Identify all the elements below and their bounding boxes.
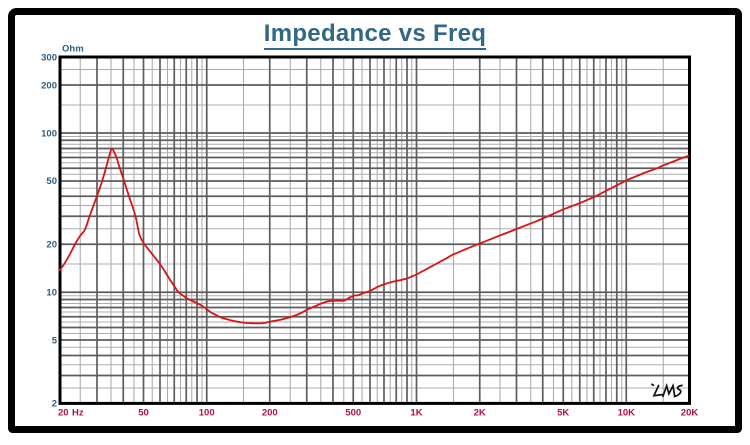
svg-text:5K: 5K bbox=[557, 408, 569, 419]
svg-text:200: 200 bbox=[41, 80, 57, 91]
svg-text:2K: 2K bbox=[474, 408, 486, 419]
svg-text:Ohm: Ohm bbox=[62, 44, 84, 55]
svg-text:Hz: Hz bbox=[72, 408, 84, 419]
svg-text:1K: 1K bbox=[410, 408, 422, 419]
svg-text:300: 300 bbox=[41, 52, 57, 63]
svg-text:10K: 10K bbox=[618, 408, 636, 419]
svg-text:10: 10 bbox=[46, 288, 57, 299]
svg-text:20: 20 bbox=[46, 240, 57, 251]
svg-text:100: 100 bbox=[41, 128, 57, 139]
svg-text:200: 200 bbox=[262, 408, 278, 419]
svg-text:5: 5 bbox=[52, 335, 58, 346]
svg-text:50: 50 bbox=[46, 176, 57, 187]
svg-text:500: 500 bbox=[345, 408, 361, 419]
svg-text:100: 100 bbox=[199, 408, 215, 419]
svg-text:20K: 20K bbox=[681, 408, 699, 419]
svg-text:20: 20 bbox=[58, 408, 69, 419]
svg-text:50: 50 bbox=[138, 408, 149, 419]
svg-text:2: 2 bbox=[52, 399, 57, 410]
